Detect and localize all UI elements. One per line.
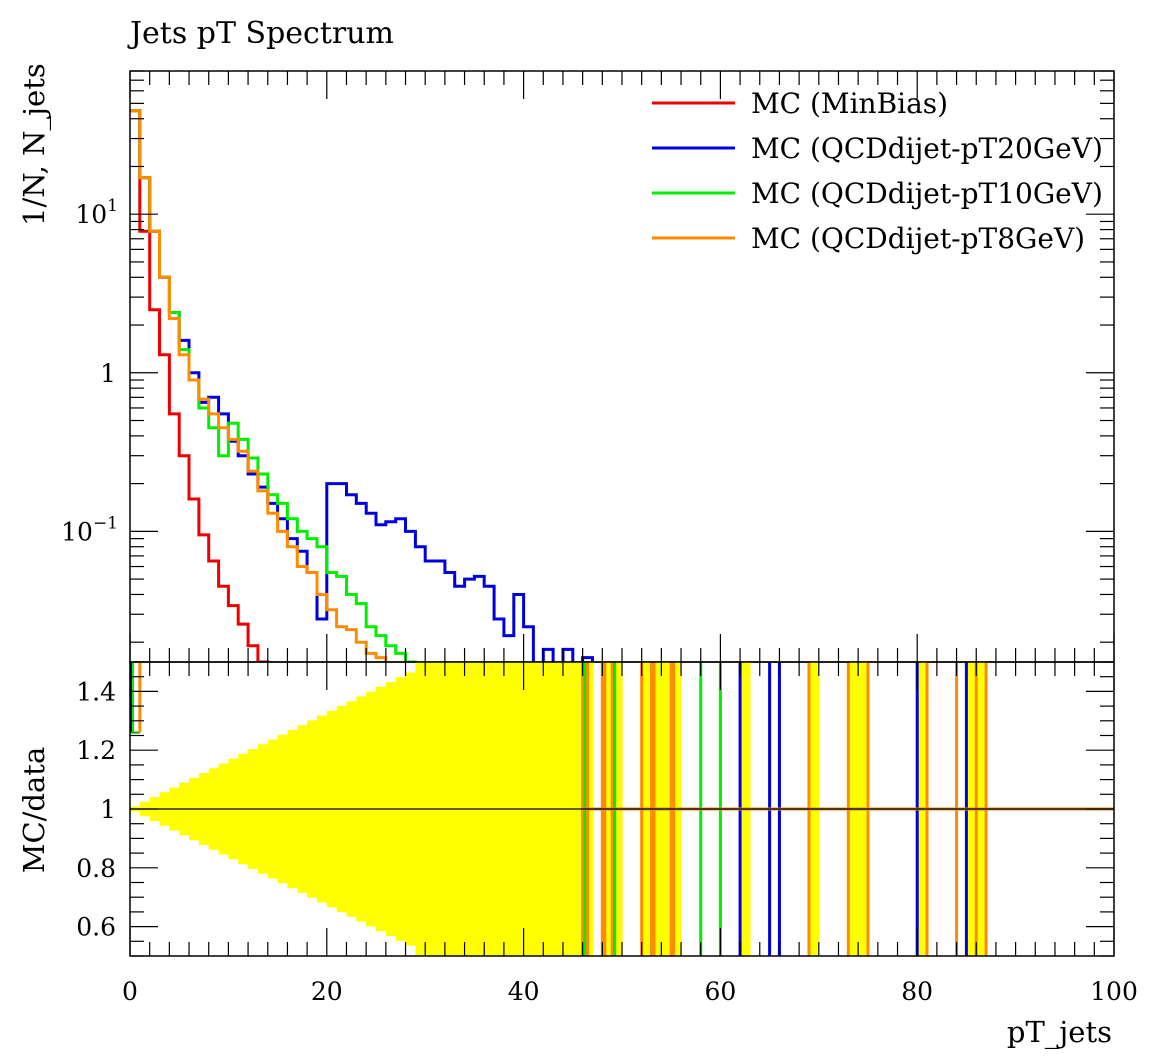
uncertainty-band-bin: [523, 662, 535, 956]
legend: MC (MinBias) MC (QCDdijet-pT20GeV) MC (QCD…: [652, 87, 1103, 255]
uncertainty-band-bin: [543, 662, 554, 956]
main-panel: 101 1 10−1 MC (MinBias) MC (QCDdijet-pT20Ge…: [17, 63, 1115, 663]
main-y-axis-label: 1/N, N_jets: [17, 63, 52, 226]
uncertainty-band-bin: [533, 662, 544, 956]
uncertainty-band-bin: [494, 662, 505, 956]
uncertainty-band-bin: [553, 662, 564, 956]
uncertainty-band-bin: [444, 662, 456, 956]
ratio-panel: 0 20 40 60 80 100 0.6 0.8 1 1.2 1.4 MC/data pT_je…: [17, 661, 1138, 1050]
x-axis-label: pT_jets: [1007, 1015, 1112, 1050]
ratio-y-axis-label: MC/data: [17, 747, 51, 873]
legend-label-0: MC (MinBias): [751, 87, 948, 120]
uncertainty-band-bin: [435, 662, 446, 956]
uncertainty-band-bin: [474, 662, 485, 956]
uncertainty-band-bin: [425, 662, 436, 956]
series-line-0: [130, 109, 270, 662]
ratio-y-tick-label: 1.2: [76, 736, 116, 765]
legend-label-2: MC (QCDdijet-pT10GeV): [751, 177, 1103, 210]
uncertainty-band-bin: [808, 662, 820, 956]
legend-label-1: MC (QCDdijet-pT20GeV): [751, 132, 1103, 165]
x-tick-label: 80: [901, 977, 933, 1006]
uncertainty-band-bin: [562, 662, 574, 956]
x-tick-label: 40: [508, 977, 540, 1006]
main-y-tick-label: 1: [100, 359, 116, 388]
legend-label-3: MC (QCDdijet-pT8GeV): [751, 222, 1085, 255]
x-tick-label: 0: [122, 977, 138, 1006]
uncertainty-band-bin: [415, 662, 426, 956]
uncertainty-band-bin: [740, 662, 751, 956]
x-tick-label: 20: [311, 977, 343, 1006]
main-y-tick-label: 101: [75, 196, 118, 229]
uncertainty-band-bin: [464, 662, 475, 956]
ratio-y-tick-label: 0.8: [76, 854, 116, 883]
series-line-3: [130, 109, 388, 662]
x-tick-label: 60: [704, 977, 736, 1006]
ratio-y-tick-label: 1: [100, 795, 116, 824]
main-y-tick-label: 10−1: [61, 513, 118, 546]
series-line-1: [130, 109, 594, 662]
chart-title: Jets pT Spectrum: [127, 16, 394, 51]
ratio-y-tick-label: 0.6: [76, 913, 116, 942]
x-tick-label: 100: [1090, 977, 1138, 1006]
series-line-2: [130, 109, 417, 662]
ratio-y-tick-label: 1.4: [76, 677, 116, 706]
uncertainty-band-bin: [848, 662, 859, 956]
uncertainty-band-bin: [454, 662, 466, 956]
